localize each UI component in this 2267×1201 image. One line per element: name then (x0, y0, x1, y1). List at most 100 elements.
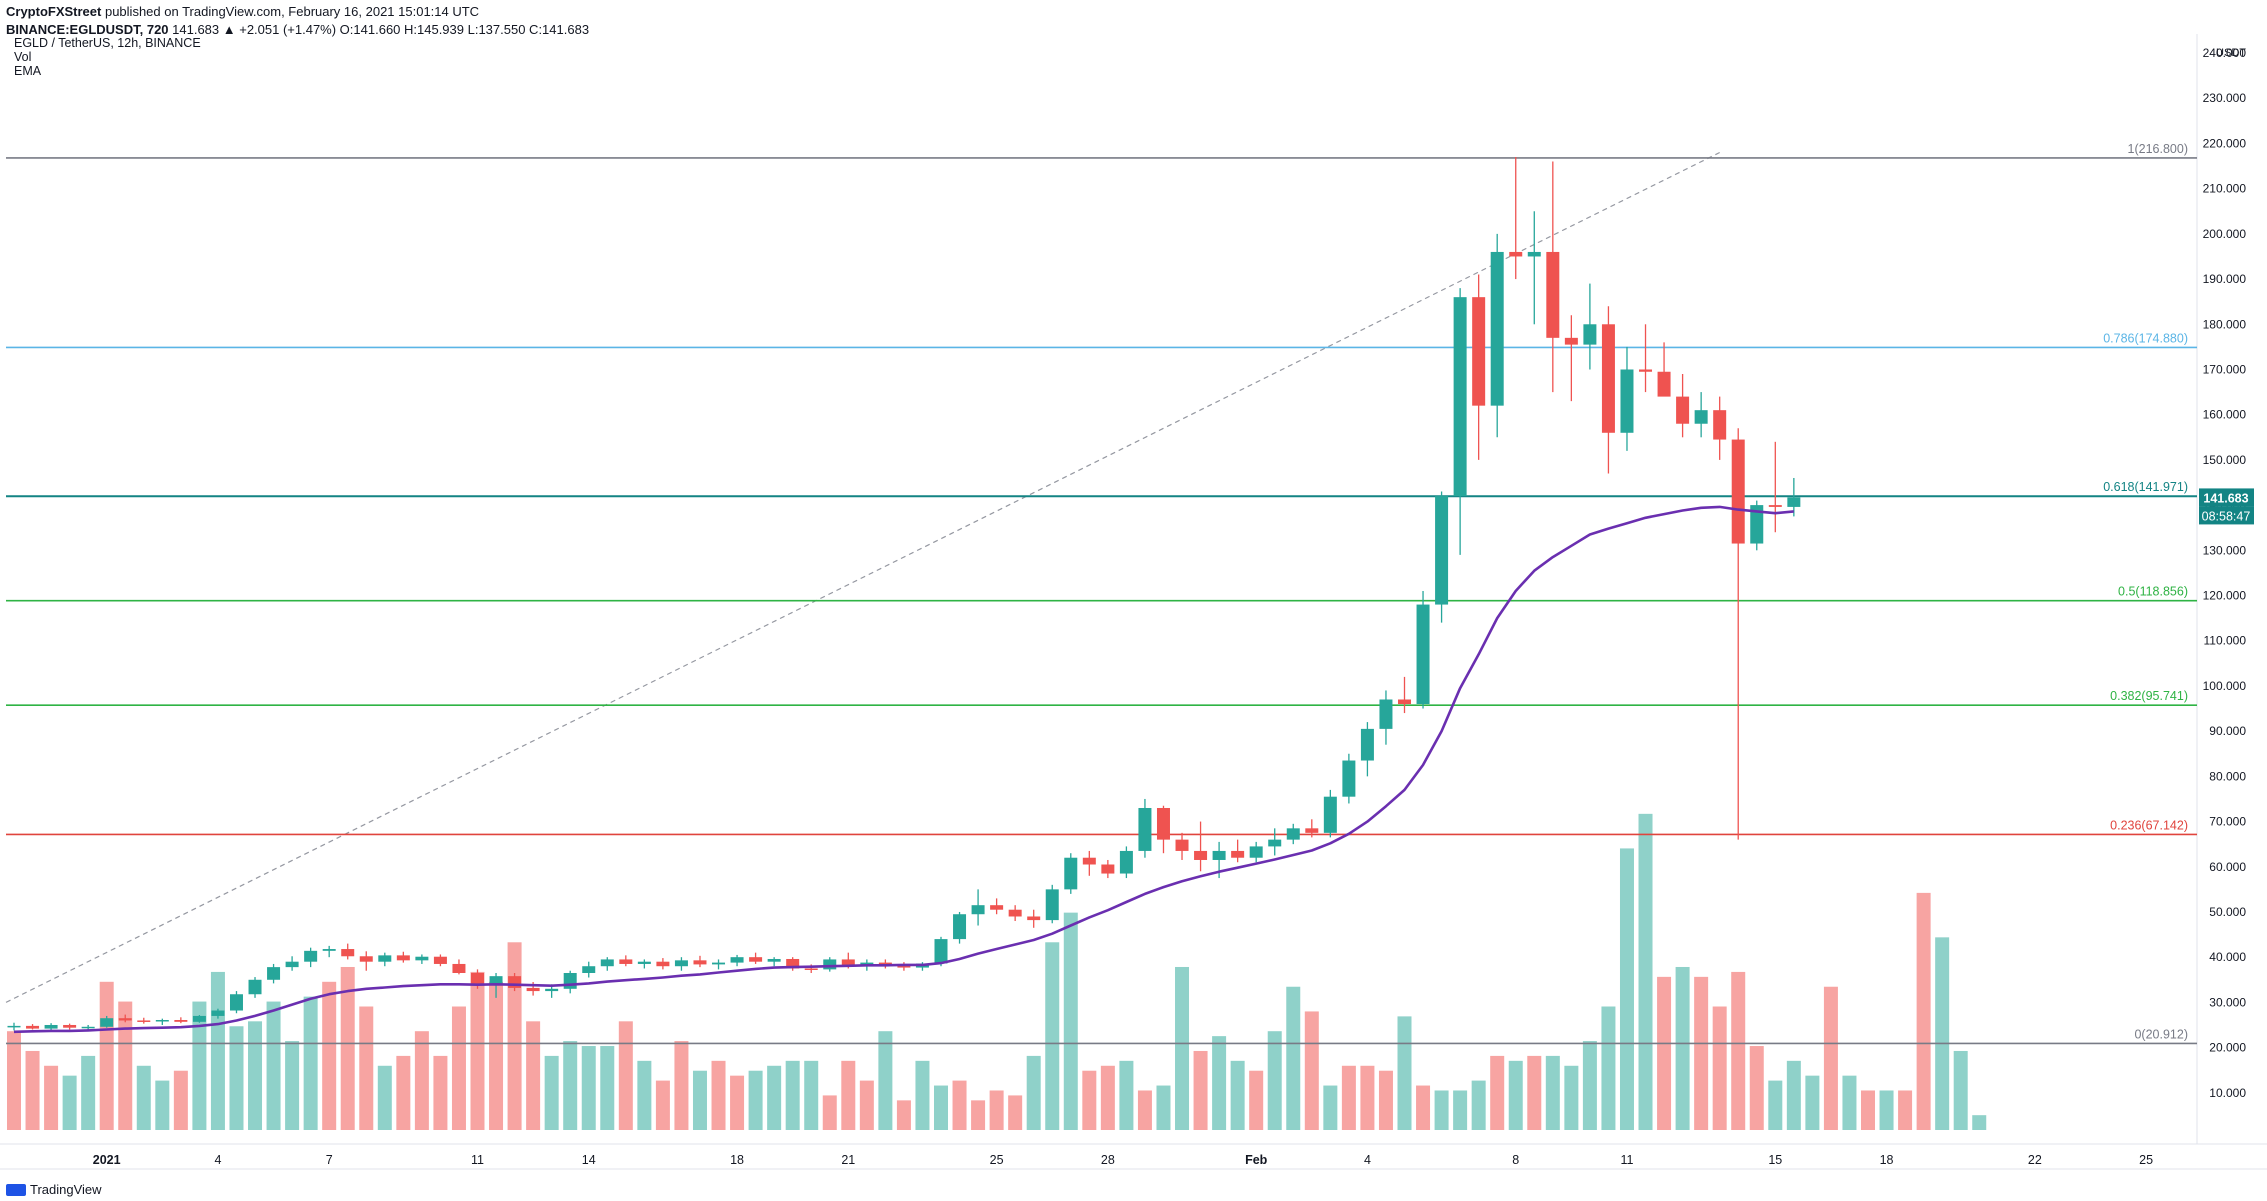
candle-body (81, 1026, 95, 1029)
candle-body (1694, 410, 1708, 424)
volume-bar (1694, 976, 1709, 1130)
fib-level-label: 1(216.800) (2128, 142, 2188, 156)
candle-body (1750, 505, 1764, 544)
price-axis-tick-label: 20.000 (2209, 1041, 2246, 1055)
volume-bar (915, 1060, 930, 1130)
volume-bar (1545, 1055, 1560, 1130)
volume-bar (989, 1090, 1004, 1130)
price-axis-tick-label: 170.000 (2203, 362, 2247, 376)
legend-pair: EGLD / TetherUS, 12h, BINANCE (14, 36, 201, 50)
volume-bar (1212, 1036, 1227, 1130)
candle-body (1379, 699, 1393, 729)
volume-bar (822, 1095, 837, 1130)
volume-bar (692, 1070, 707, 1130)
candle-body (433, 956, 447, 964)
volume-bar (377, 1065, 392, 1130)
volume-bar (1842, 1075, 1857, 1130)
candle-body (1045, 889, 1059, 921)
fib-level-label: 0.786(174.880) (2103, 331, 2188, 345)
candle-body (1138, 807, 1152, 851)
price-axis-tick-label: 110.000 (2204, 634, 2247, 648)
volume-bar (1879, 1090, 1894, 1130)
volume-bar (1156, 1085, 1171, 1130)
candle-body (1305, 828, 1319, 833)
volume-bar (322, 981, 337, 1130)
volume-bar (1582, 1041, 1597, 1130)
volume-bar (266, 1001, 281, 1130)
price-axis-tick-label: 240.000 (2203, 46, 2247, 60)
volume-bar (1619, 848, 1634, 1130)
candle-body (953, 914, 967, 940)
symbol-name: BINANCE:EGLDUSDT, 720 (6, 22, 169, 37)
volume-bar (1823, 986, 1838, 1130)
volume-bar (952, 1080, 967, 1130)
volume-bar (1453, 1090, 1468, 1130)
volume-bar (470, 971, 485, 1130)
volume-bar (1360, 1065, 1375, 1130)
volume-bar (1601, 1006, 1616, 1130)
volume-bar (1564, 1065, 1579, 1130)
candle-body (1398, 699, 1411, 705)
volume-bar (767, 1065, 782, 1130)
candle-body (1768, 505, 1782, 507)
volume-bar (804, 1060, 819, 1130)
candle-body (804, 968, 818, 970)
tradingview-logo[interactable]: TradingView (6, 1182, 102, 1197)
price-axis-tick-label: 60.000 (2209, 860, 2246, 874)
publish-info: CryptoFXStreet published on TradingView.… (6, 4, 479, 19)
price-axis-tick-label: 70.000 (2209, 815, 2246, 829)
price-axis-tick-label: 230.000 (2203, 91, 2247, 105)
volume-bar (1749, 1046, 1764, 1130)
candle-body (1156, 807, 1170, 840)
volume-bar (210, 971, 225, 1130)
volume-bar (563, 1041, 578, 1130)
volume-bar (1805, 1075, 1820, 1130)
candle-body (1323, 796, 1337, 833)
candle-body (600, 959, 614, 967)
legend-vol[interactable]: Vol (14, 50, 32, 64)
volume-bar (1082, 1070, 1097, 1130)
symbol-quote: BINANCE:EGLDUSDT, 720 141.683 ▲ +2.051 (… (6, 22, 589, 37)
candle-body (619, 959, 633, 964)
volume-bar (1675, 966, 1690, 1130)
volume-bar (1008, 1095, 1023, 1130)
candle-body (267, 967, 281, 980)
candle-body (174, 1020, 188, 1022)
candle-body (730, 957, 744, 963)
candle-body (693, 960, 707, 965)
publish-date: published on TradingView.com, February 1… (101, 4, 480, 19)
price-axis-tick-label: 100.000 (2203, 679, 2247, 693)
candle-body (545, 988, 559, 992)
volume-bar (192, 1001, 207, 1130)
price-axis-tick-label: 90.000 (2209, 724, 2246, 738)
time-axis-tick-label: 2021 (93, 1153, 121, 1167)
volume-bar (340, 966, 355, 1130)
volume-bar (748, 1070, 763, 1130)
volume-bar (285, 1041, 300, 1130)
time-axis-tick-label: 25 (2139, 1153, 2153, 1167)
candle-body (823, 959, 837, 970)
time-axis-tick-label: 21 (841, 1153, 855, 1167)
time-axis-tick-label: 7 (326, 1153, 333, 1167)
candle-body (341, 949, 355, 957)
volume-bar (1508, 1060, 1523, 1130)
candle-body (1008, 909, 1022, 917)
last-price-label: 141.683 (2203, 491, 2248, 505)
candle-body (1657, 371, 1671, 397)
candle-body (656, 961, 670, 967)
fib-level-label: 0.382(95.741) (2110, 689, 2188, 703)
time-axis-tick-label: 25 (990, 1153, 1004, 1167)
price-axis-tick-label: 80.000 (2209, 769, 2246, 783)
candle-body (712, 962, 726, 965)
candle-body (767, 958, 781, 962)
volume-bar (489, 981, 504, 1130)
time-axis-tick-label: Feb (1245, 1153, 1268, 1167)
countdown-badge (2199, 506, 2254, 525)
candle-body (1639, 369, 1653, 372)
candle-body (786, 958, 800, 969)
author-name[interactable]: CryptoFXStreet (6, 4, 102, 19)
candle-body (1286, 828, 1300, 840)
legend-ema[interactable]: EMA (14, 64, 42, 78)
volume-bar (859, 1080, 874, 1130)
